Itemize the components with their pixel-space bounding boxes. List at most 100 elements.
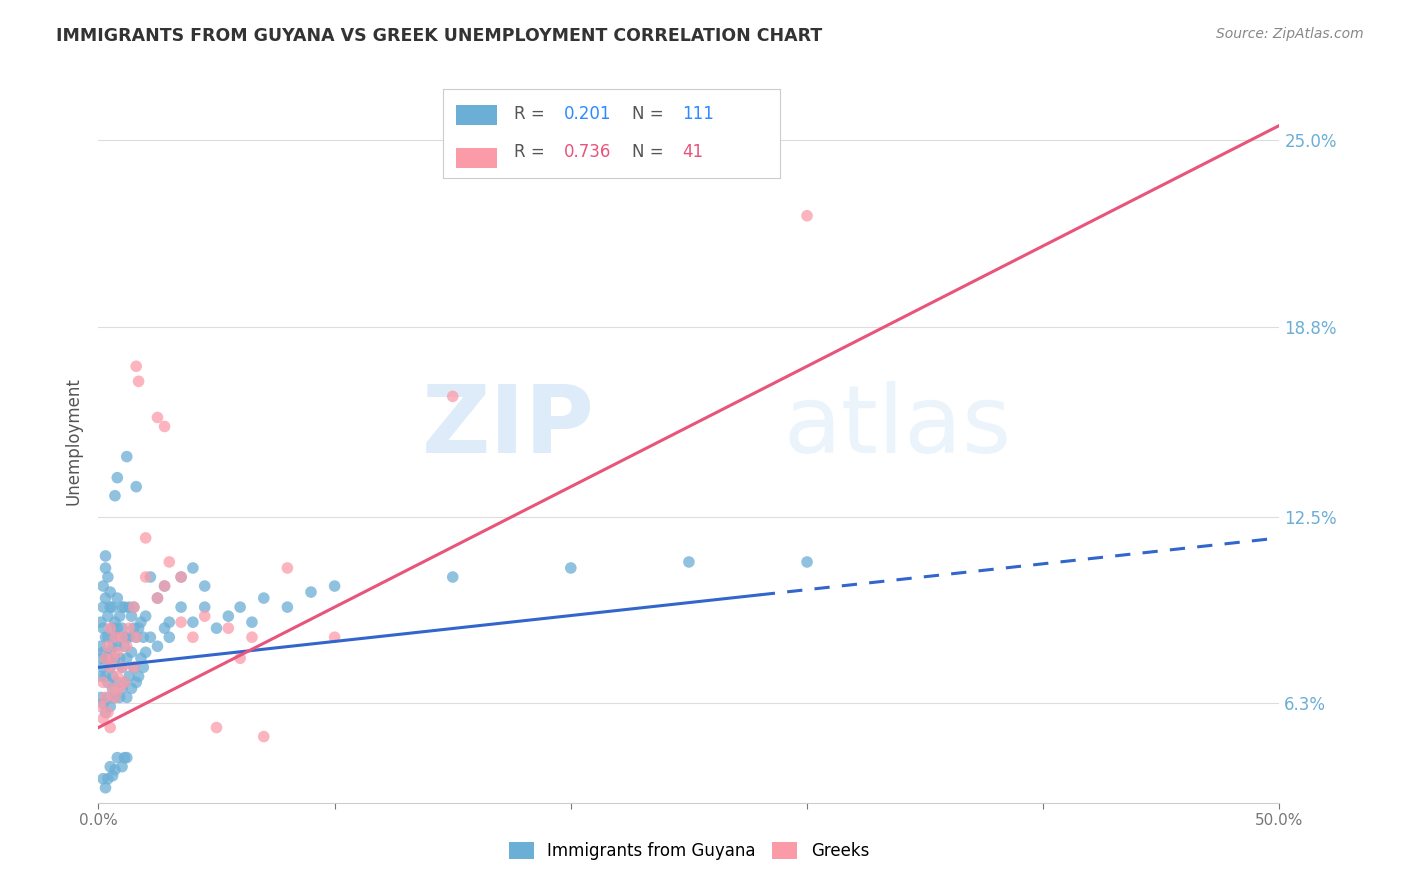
Point xyxy=(253,591,276,606)
Point xyxy=(94,651,117,665)
Text: ZIP: ZIP xyxy=(422,381,595,473)
Point xyxy=(104,489,127,503)
Point xyxy=(122,660,145,674)
Point xyxy=(104,615,127,630)
Point xyxy=(105,645,128,659)
Point xyxy=(129,651,152,665)
Point xyxy=(105,591,128,606)
Point xyxy=(111,660,134,674)
Point xyxy=(112,675,135,690)
Point xyxy=(181,561,204,575)
Point xyxy=(121,681,143,696)
Point xyxy=(132,660,155,674)
Point xyxy=(128,374,150,388)
Point xyxy=(240,630,263,644)
Point xyxy=(441,389,464,403)
Point xyxy=(181,615,204,630)
Point xyxy=(98,760,121,774)
Point xyxy=(276,561,298,575)
Point xyxy=(111,630,134,644)
Point xyxy=(105,675,128,690)
Text: 41: 41 xyxy=(682,143,703,161)
Point xyxy=(94,690,117,705)
Point xyxy=(441,570,464,584)
Point xyxy=(153,579,176,593)
Point xyxy=(194,579,217,593)
Point xyxy=(111,660,134,674)
Point xyxy=(153,621,176,635)
Point xyxy=(115,639,138,653)
Point xyxy=(121,609,143,624)
Point xyxy=(108,681,131,696)
Point xyxy=(94,780,117,795)
Point xyxy=(101,651,124,665)
Point xyxy=(217,609,239,624)
Point xyxy=(217,621,239,635)
FancyBboxPatch shape xyxy=(457,105,496,125)
Point xyxy=(139,570,162,584)
Point xyxy=(122,600,145,615)
Point xyxy=(122,600,145,615)
Point xyxy=(90,669,112,683)
Point xyxy=(111,760,134,774)
Point xyxy=(135,570,157,584)
Point xyxy=(128,669,150,683)
Point xyxy=(104,763,127,777)
Point xyxy=(91,621,114,635)
Text: R =: R = xyxy=(513,105,544,123)
Point xyxy=(94,651,117,665)
Text: 111: 111 xyxy=(682,105,714,123)
Point xyxy=(157,630,180,644)
Point xyxy=(253,730,276,744)
Point xyxy=(146,410,169,425)
Point xyxy=(101,639,124,653)
Point xyxy=(90,690,112,705)
Point xyxy=(796,209,818,223)
Point xyxy=(796,555,818,569)
Text: Source: ZipAtlas.com: Source: ZipAtlas.com xyxy=(1216,27,1364,41)
Point xyxy=(118,600,141,615)
Point xyxy=(104,630,127,644)
Point xyxy=(105,470,128,484)
Text: 0.201: 0.201 xyxy=(564,105,612,123)
Point xyxy=(108,630,131,644)
Point xyxy=(135,531,157,545)
Point xyxy=(170,615,193,630)
Point xyxy=(105,621,128,635)
Point xyxy=(101,621,124,635)
Point xyxy=(111,681,134,696)
Point xyxy=(104,651,127,665)
Point xyxy=(97,639,120,653)
Point xyxy=(121,645,143,659)
Point xyxy=(98,660,121,674)
Y-axis label: Unemployment: Unemployment xyxy=(65,377,83,506)
Point xyxy=(94,561,117,575)
Point xyxy=(104,690,127,705)
Point xyxy=(98,699,121,714)
Text: atlas: atlas xyxy=(783,381,1012,473)
Point xyxy=(115,651,138,665)
Point xyxy=(112,675,135,690)
Point xyxy=(101,769,124,783)
Point xyxy=(157,555,180,569)
Point xyxy=(97,609,120,624)
Point xyxy=(157,615,180,630)
Point xyxy=(90,651,112,665)
Point xyxy=(98,660,121,674)
Point xyxy=(112,600,135,615)
Point xyxy=(205,721,228,735)
Point xyxy=(98,645,121,659)
Point xyxy=(118,621,141,635)
Point xyxy=(128,621,150,635)
Point xyxy=(91,660,114,674)
Point xyxy=(91,675,114,690)
Point xyxy=(91,772,114,786)
Point xyxy=(146,591,169,606)
Point xyxy=(104,690,127,705)
Point xyxy=(125,480,148,494)
Point xyxy=(98,721,121,735)
Point xyxy=(94,630,117,644)
Legend: Immigrants from Guyana, Greeks: Immigrants from Guyana, Greeks xyxy=(502,835,876,867)
FancyBboxPatch shape xyxy=(457,148,496,168)
Point xyxy=(111,621,134,635)
